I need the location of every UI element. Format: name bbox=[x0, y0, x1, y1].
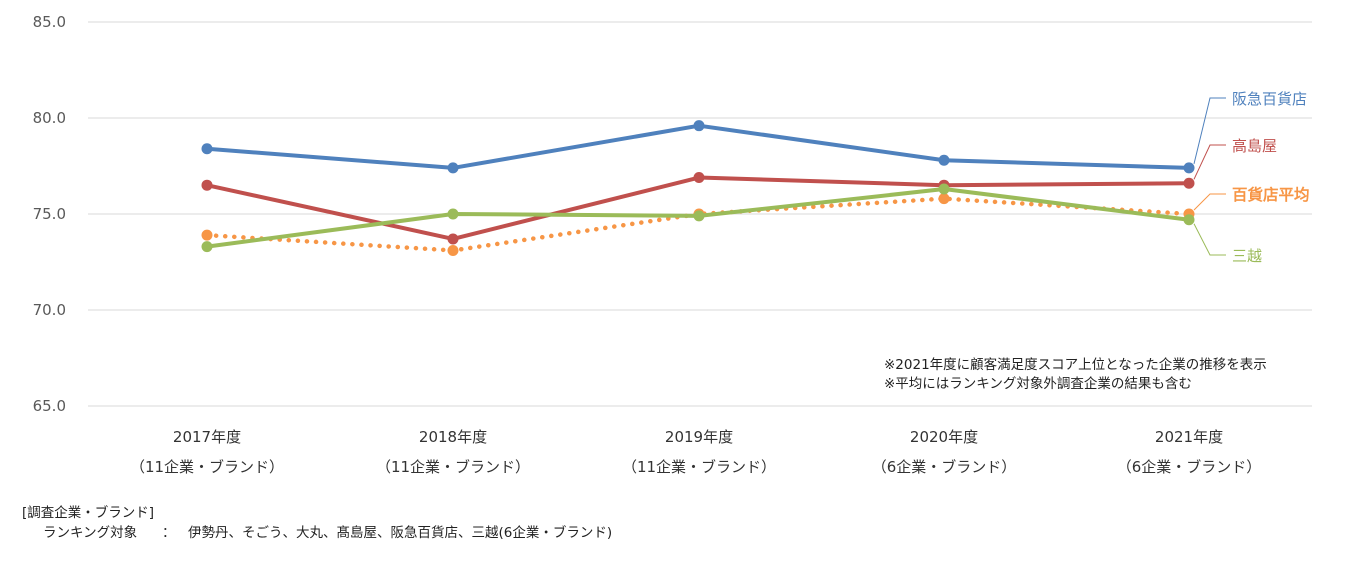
data-point bbox=[1183, 162, 1195, 174]
series-label: 阪急百貨店 bbox=[1232, 90, 1307, 108]
chart-note-1: ※2021年度に顧客満足度スコア上位となった企業の推移を表示 bbox=[884, 357, 1267, 373]
y-tick-labels: 65.0 70.0 75.0 80.0 85.0 bbox=[33, 13, 66, 415]
data-point bbox=[447, 208, 459, 220]
series-lines bbox=[201, 120, 1195, 256]
y-tick-label: 85.0 bbox=[33, 13, 66, 31]
data-point bbox=[693, 210, 705, 222]
leader-line bbox=[1193, 223, 1226, 256]
footer-label: ランキング対象 bbox=[43, 525, 138, 541]
data-point bbox=[1183, 214, 1195, 226]
data-point bbox=[447, 233, 459, 245]
data-point bbox=[201, 229, 213, 241]
x-tick-label: 2019年度 bbox=[665, 428, 733, 446]
data-point bbox=[201, 143, 213, 155]
data-point bbox=[201, 179, 213, 191]
data-point bbox=[447, 162, 459, 174]
series-label: 三越 bbox=[1232, 247, 1262, 265]
leader-line bbox=[1193, 193, 1226, 211]
y-tick-label: 75.0 bbox=[33, 205, 66, 223]
footer-value: 伊勢丹、そごう、大丸、髙島屋、阪急百貨店、三越(6企業・ブランド) bbox=[188, 525, 613, 541]
x-tick-label: 2017年度 bbox=[173, 428, 241, 446]
data-point bbox=[693, 172, 705, 184]
data-point bbox=[447, 244, 459, 256]
data-point bbox=[693, 120, 705, 132]
x-tick-sublabel: （11企業・ブランド） bbox=[622, 458, 776, 476]
series-line-1 bbox=[205, 175, 1191, 241]
footer-heading: [調査企業・ブランド] bbox=[22, 505, 155, 521]
x-tick-label: 2018年度 bbox=[419, 428, 487, 446]
footer-separator: ： bbox=[162, 525, 176, 541]
chart-note-2: ※平均にはランキング対象外調査企業の結果も含む bbox=[884, 376, 1192, 392]
x-tick-sublabel: （6企業・ブランド） bbox=[1117, 458, 1262, 476]
x-tick-label: 2021年度 bbox=[1155, 428, 1223, 446]
x-tick-sublabel: （11企業・ブランド） bbox=[130, 458, 284, 476]
x-tick-sublabel: （11企業・ブランド） bbox=[376, 458, 530, 476]
data-point bbox=[201, 241, 213, 253]
data-point bbox=[938, 193, 950, 205]
x-tick-sublabel: （6企業・ブランド） bbox=[872, 458, 1017, 476]
x-tick-labels: 2017年度 （11企業・ブランド） 2018年度 （11企業・ブランド） 2019年度… bbox=[130, 428, 1261, 476]
leader-line bbox=[1193, 97, 1226, 165]
series-label: 百貨店平均 bbox=[1232, 185, 1310, 204]
data-point bbox=[938, 183, 950, 195]
series-line-2 bbox=[204, 196, 1192, 253]
data-point bbox=[1183, 177, 1195, 189]
series-line-0 bbox=[205, 123, 1191, 170]
series-label: 高島屋 bbox=[1232, 137, 1277, 155]
y-tick-label: 80.0 bbox=[33, 109, 66, 127]
leader-line bbox=[1193, 144, 1226, 180]
y-tick-label: 70.0 bbox=[33, 301, 66, 319]
y-tick-label: 65.0 bbox=[33, 397, 66, 415]
x-tick-label: 2020年度 bbox=[910, 428, 978, 446]
data-point bbox=[938, 154, 950, 166]
